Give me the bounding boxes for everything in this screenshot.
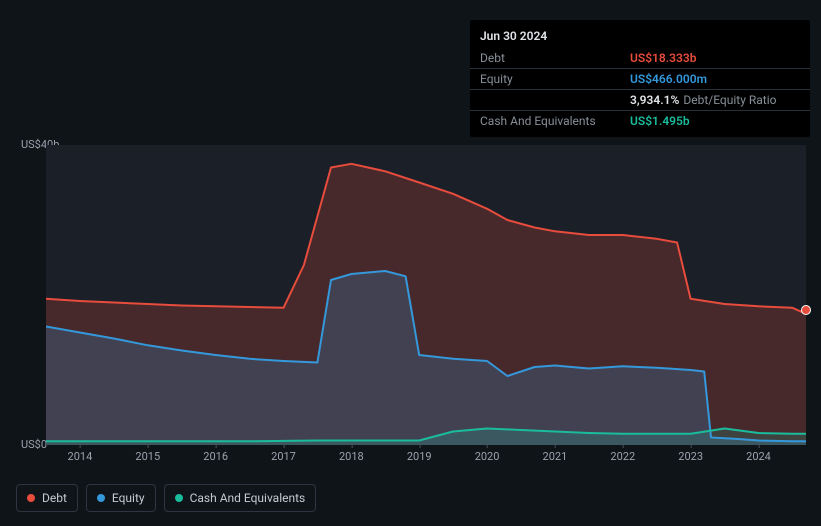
legend-label: Equity — [112, 491, 145, 505]
highlight-marker-icon — [801, 305, 811, 315]
legend-item-cash-and-equivalents[interactable]: Cash And Equivalents — [164, 484, 317, 512]
legend-item-equity[interactable]: Equity — [86, 484, 156, 512]
x-axis: 2014 2015 2016 2017 2018 2019 2020 2021 2022 2023… — [46, 450, 806, 470]
tooltip-row: 3,934.1%Debt/Equity Ratio — [470, 90, 810, 111]
legend-dot-icon — [97, 494, 105, 502]
legend-dot-icon — [27, 494, 35, 502]
x-axis-tick: 2024 — [746, 450, 771, 463]
legend-dot-icon — [175, 494, 183, 502]
chart-svg — [46, 145, 806, 445]
tooltip-row: EquityUS$466.000m — [470, 69, 810, 90]
tooltip-value: US$1.495b — [630, 114, 690, 128]
hover-tooltip: Jun 30 2024 DebtUS$18.333bEquityUS$466.0… — [470, 20, 810, 137]
tooltip-label: Cash And Equivalents — [480, 114, 630, 128]
chart-container: Jun 30 2024 DebtUS$18.333bEquityUS$466.0… — [0, 0, 821, 526]
tooltip-row: DebtUS$18.333b — [470, 48, 810, 69]
x-axis-tick: 2023 — [678, 450, 703, 463]
legend-label: Cash And Equivalents — [190, 491, 306, 505]
x-axis-tick: 2017 — [271, 450, 296, 463]
x-axis-tick: 2016 — [203, 450, 228, 463]
tooltip-value: 3,934.1%Debt/Equity Ratio — [630, 93, 776, 107]
tooltip-label: Debt — [480, 51, 630, 65]
legend: Debt Equity Cash And Equivalents — [16, 484, 316, 512]
tooltip-value: US$18.333b — [630, 51, 697, 65]
legend-label: Debt — [42, 491, 67, 505]
plot-area[interactable] — [46, 145, 806, 445]
x-axis-tick: 2014 — [68, 450, 93, 463]
tooltip-label: Equity — [480, 72, 630, 86]
x-axis-tick: 2020 — [475, 450, 500, 463]
legend-item-debt[interactable]: Debt — [16, 484, 78, 512]
tooltip-row: Cash And EquivalentsUS$1.495b — [470, 111, 810, 131]
tooltip-date: Jun 30 2024 — [470, 26, 810, 48]
x-axis-tick: 2021 — [543, 450, 568, 463]
x-axis-tick: 2022 — [610, 450, 635, 463]
x-axis-tick: 2015 — [135, 450, 160, 463]
tooltip-value: US$466.000m — [630, 72, 707, 86]
x-axis-tick: 2019 — [407, 450, 432, 463]
chart-area[interactable]: US$40bUS$0 20142015201620172018201920202… — [16, 120, 806, 465]
tooltip-suffix: Debt/Equity Ratio — [683, 93, 776, 107]
y-axis-label: US$0 — [21, 438, 47, 451]
x-axis-tick: 2018 — [339, 450, 364, 463]
tooltip-label — [480, 93, 630, 107]
